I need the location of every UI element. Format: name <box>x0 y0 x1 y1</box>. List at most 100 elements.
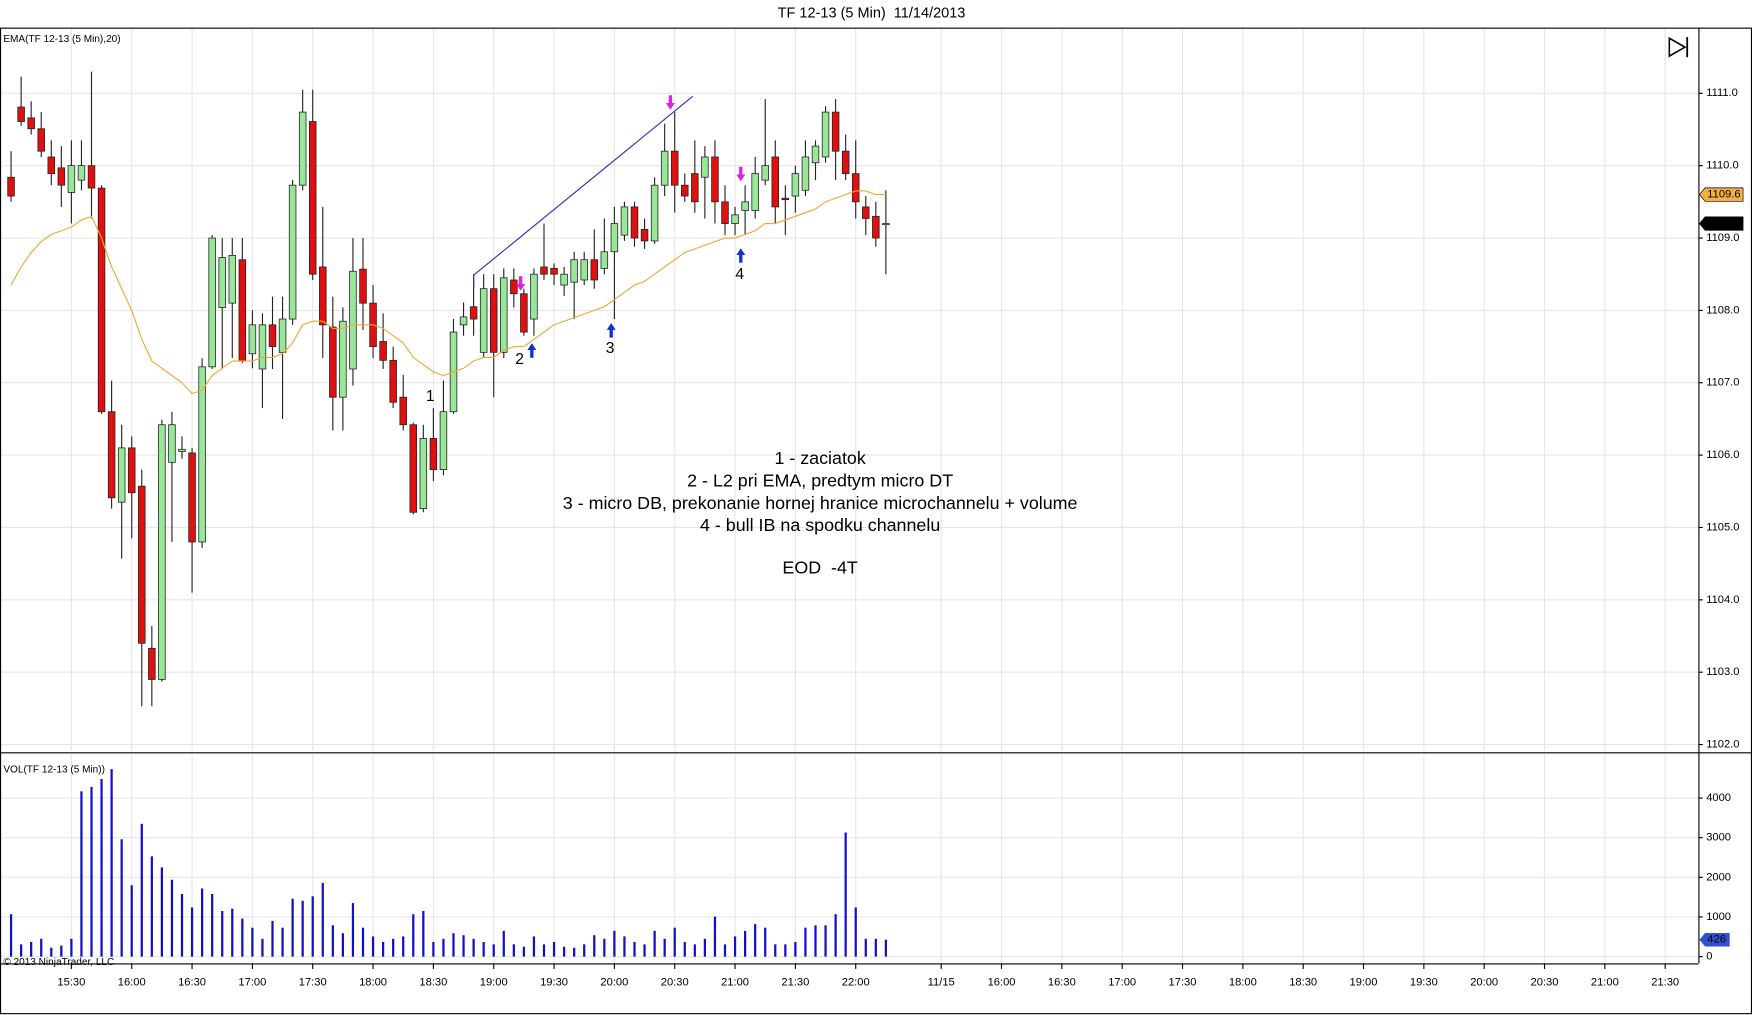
scroll-end-button[interactable] <box>1668 36 1689 58</box>
x-tick-label: 16:00 <box>988 976 1016 988</box>
candle-body <box>288 184 297 320</box>
volume-bar <box>271 920 274 957</box>
volume-bar <box>552 941 556 957</box>
volume-bar <box>713 916 717 957</box>
candle-body <box>389 359 397 403</box>
y-tick-label: 1103.0 <box>1706 666 1739 678</box>
x-tick-label: 20:00 <box>600 976 628 988</box>
candle-body <box>530 273 538 320</box>
volume-bar <box>331 925 334 957</box>
play-icon[interactable] <box>1668 36 1687 58</box>
volume-bar <box>583 944 586 957</box>
candle-body <box>691 173 699 203</box>
volume-bar <box>311 896 314 957</box>
candle-body <box>168 424 176 463</box>
volume-bar <box>593 935 596 957</box>
candle-body <box>339 320 347 398</box>
last-volume-label: 426 <box>1707 934 1726 946</box>
candle-body <box>148 647 156 680</box>
volume-bar <box>733 936 737 957</box>
candle-body <box>761 165 769 181</box>
volume-label: VOL(TF 12-13 (5 Min)) <box>3 765 105 776</box>
volume-bar <box>814 925 817 957</box>
candle-body <box>640 228 649 242</box>
candle-body <box>831 111 840 152</box>
marker-label: 1 <box>426 388 435 405</box>
volume-bar <box>774 944 777 957</box>
volume-bar <box>60 945 63 957</box>
chart-title: TF 12-13 (5 Min) 11/14/2013 <box>778 5 966 21</box>
y-tick-label: 1109.0 <box>1706 232 1739 244</box>
candle-body <box>278 318 287 353</box>
x-tick-label: 21:00 <box>721 976 749 988</box>
candle-body <box>751 173 759 211</box>
volume-bar <box>9 914 13 957</box>
last-price-box <box>1699 216 1744 231</box>
x-tick-label: 22:00 <box>842 976 870 988</box>
x-tick-label: 17:30 <box>299 976 327 988</box>
candle-body <box>379 341 387 361</box>
candle-body <box>198 366 206 543</box>
volume-bar <box>90 786 93 957</box>
x-tick-label: 16:30 <box>178 976 206 988</box>
ema-line <box>10 190 886 395</box>
volume-bar <box>180 893 184 957</box>
marker-label: 2 <box>515 351 524 368</box>
x-tick-label: 21:30 <box>1651 976 1679 988</box>
candle-body <box>248 324 257 355</box>
candle-body <box>630 206 639 239</box>
candle-body <box>781 197 790 201</box>
volume-bar <box>241 918 244 957</box>
volume-bar <box>854 907 857 957</box>
volume-bar <box>341 933 345 957</box>
volume-bar <box>633 941 636 957</box>
volume-bar <box>40 938 43 957</box>
candle-body <box>27 117 35 130</box>
candle-body <box>650 184 659 242</box>
candle-body <box>560 273 568 286</box>
candle-body <box>771 156 780 208</box>
candle-body <box>429 438 438 470</box>
ema-last-label: 1109.6 <box>1707 189 1740 201</box>
volume-bar <box>351 903 355 957</box>
volume-bar <box>492 944 495 957</box>
frame <box>0 27 1752 1015</box>
volume-bar <box>532 936 536 957</box>
volume-bar <box>743 930 747 957</box>
candle-body <box>419 438 428 510</box>
volume-bar <box>573 947 576 957</box>
candle-body <box>268 324 277 347</box>
candle-body <box>590 259 599 281</box>
volume-bar <box>402 936 405 957</box>
volume-bar <box>190 907 194 957</box>
marker-label: 3 <box>606 340 615 357</box>
candle-body <box>500 277 508 353</box>
x-tick-label: 17:30 <box>1169 976 1197 988</box>
candle-body <box>811 145 820 164</box>
y-tick-label: 1111.0 <box>1706 87 1738 99</box>
volume-bar <box>30 941 33 957</box>
x-tick-label: 20:00 <box>1470 976 1498 988</box>
volume-bar <box>211 893 214 957</box>
candle-body <box>37 128 45 152</box>
y-tick-label: 1108.0 <box>1706 304 1739 316</box>
volume-bar <box>301 900 304 957</box>
candle-body <box>459 316 468 326</box>
y-tick-label: 1106.0 <box>1706 449 1739 461</box>
candle-body <box>439 411 448 470</box>
candle-body <box>791 173 800 197</box>
volume-bar <box>794 941 797 957</box>
volume-bar <box>603 938 606 957</box>
y-tick-label: 3000 <box>1706 832 1731 844</box>
x-tick-label: 19:30 <box>540 976 568 988</box>
signal-arrow <box>736 248 746 263</box>
y-tick-label: 0 <box>1706 951 1712 963</box>
volume-bar <box>231 908 234 957</box>
volume-bar <box>754 924 757 957</box>
candle-body <box>469 306 478 320</box>
annotation: 3 - micro DB, prekonanie hornej hranice … <box>563 493 1078 513</box>
volume-bar <box>221 911 224 957</box>
